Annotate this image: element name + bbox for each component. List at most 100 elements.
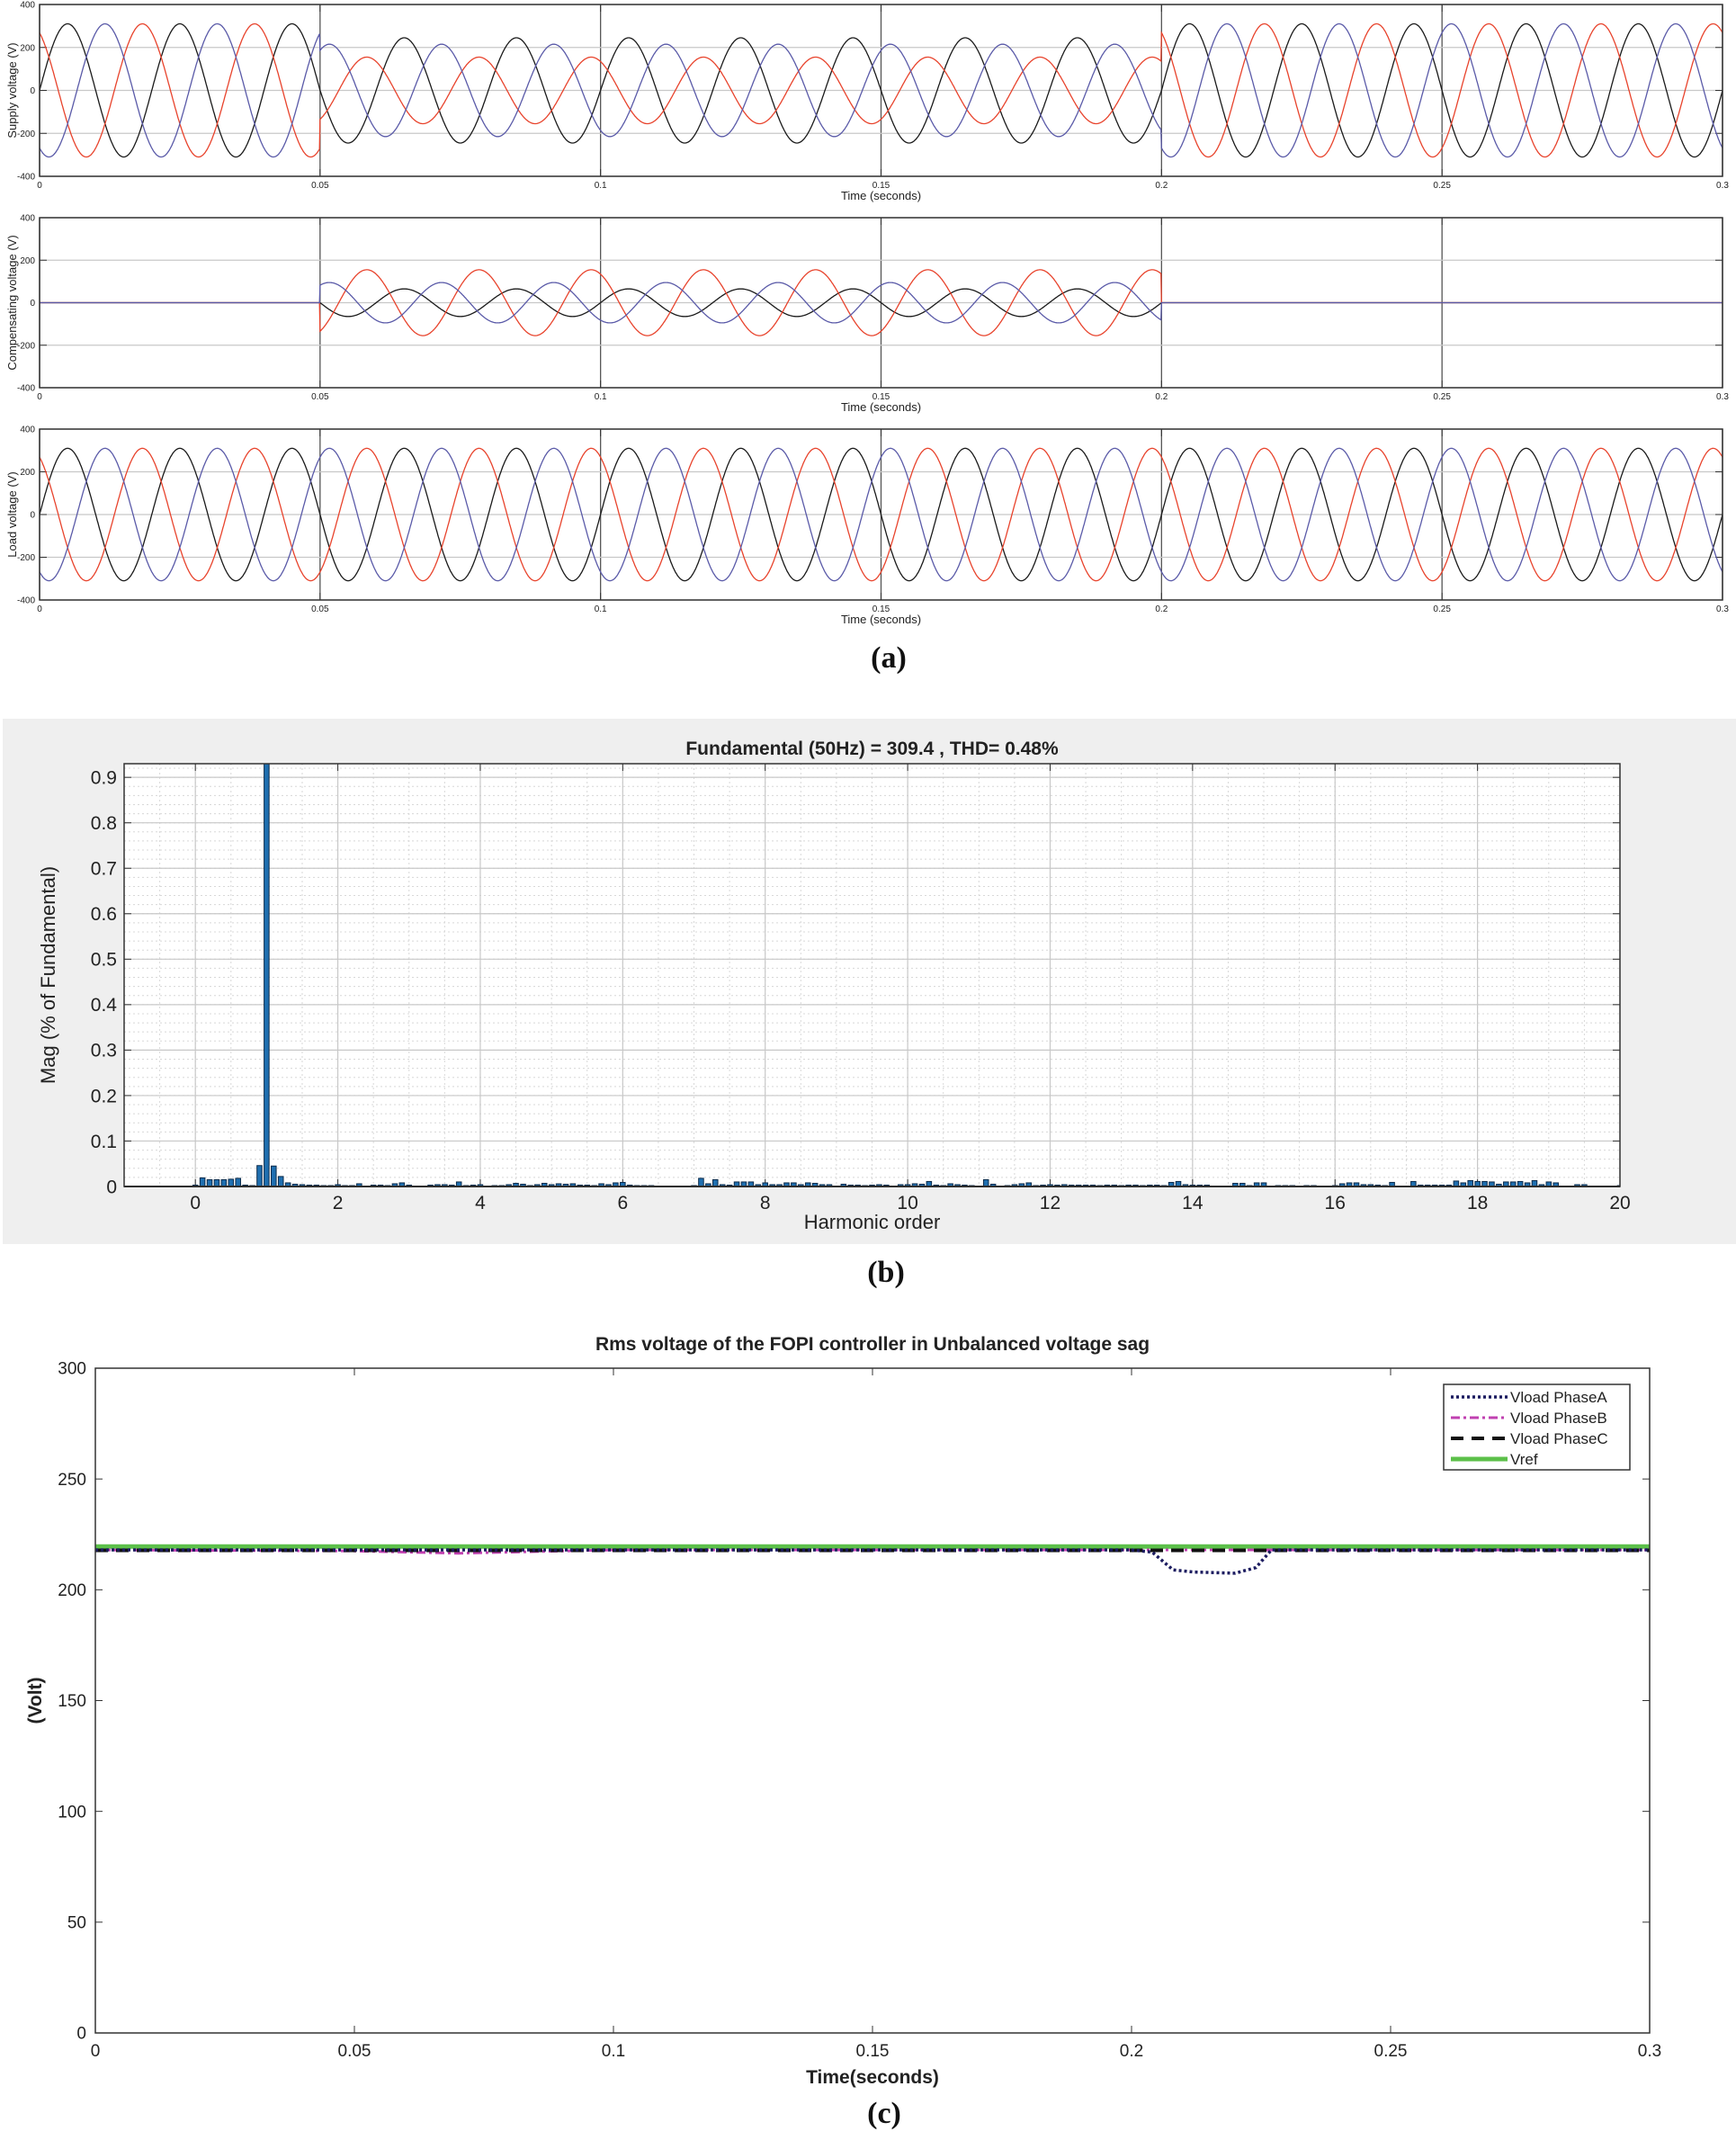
x-tick-label: 20	[1609, 1193, 1630, 1213]
x-tick-label: 0.05	[311, 392, 329, 402]
harmonic-bar	[926, 1180, 933, 1186]
x-tick-label: 0	[37, 181, 42, 191]
harmonic-bar	[455, 1181, 462, 1186]
x-tick-label: 0.05	[338, 2042, 371, 2061]
waveform-phase-2	[40, 447, 1723, 582]
harmonic-bar	[620, 1181, 626, 1186]
x-tick-label: 0	[91, 2042, 101, 2061]
x-tick-label: 0.1	[595, 604, 607, 614]
harmonic-bar	[804, 1182, 811, 1186]
series-vload-phasea	[95, 1548, 1650, 1575]
harmonic-bar	[434, 1184, 441, 1186]
plot-content	[40, 447, 1723, 582]
harmonic-bar	[762, 1182, 768, 1186]
y-tick-label: 0	[30, 86, 35, 96]
harmonic-bar	[206, 1178, 213, 1186]
harmonic-bar	[1389, 1181, 1395, 1186]
y-tick-label: -400	[17, 596, 35, 606]
x-tick-label: 0.1	[595, 392, 607, 402]
y-tick-label: 150	[58, 1692, 86, 1711]
harmonic-bar	[1517, 1180, 1524, 1186]
x-axis-label: Time (seconds)	[841, 189, 921, 202]
waveform-phase-3	[40, 447, 1723, 582]
supply-voltage-plot: 0 0.05 0.1 0.15 0.2 0.25 0.3 -400 -200 0 200 400 Tim…	[5, 1, 1729, 203]
harmonic-bar	[534, 1184, 541, 1186]
caption-a: (a)	[871, 641, 907, 675]
x-axis-label: Time(seconds)	[806, 2067, 939, 2088]
x-tick-label: 0.25	[1433, 392, 1451, 402]
caption-b: (b)	[867, 1256, 905, 1289]
harmonic-bar	[1503, 1181, 1509, 1186]
y-tick-label: -200	[17, 341, 35, 351]
harmonic-bar	[555, 1183, 562, 1186]
compensating-voltage-plot: 0 0.05 0.1 0.15 0.2 0.25 0.3 -400 -200 0 200 400 Tim…	[5, 214, 1729, 415]
y-tick-label: 0.7	[91, 859, 117, 880]
harmonic-bar	[598, 1183, 604, 1186]
harmonic-bar	[1581, 1184, 1588, 1186]
x-axis-label: Time (seconds)	[841, 400, 921, 414]
harmonic-bar	[747, 1181, 755, 1186]
load-voltage-plot: 0 0.05 0.1 0.15 0.2 0.25 0.3 -400 -200 0 200 400 Tim…	[5, 425, 1729, 627]
axes-frame	[94, 1367, 1651, 2034]
harmonic-bar	[769, 1184, 775, 1186]
harmonic-bar	[1524, 1182, 1531, 1186]
harmonic-bar	[213, 1178, 220, 1186]
y-tick-label: 50	[67, 1913, 86, 1932]
y-tick-label: 200	[20, 468, 35, 478]
harmonic-bar	[1018, 1183, 1025, 1186]
waveform-phase-3	[40, 22, 1723, 158]
chart-title: Fundamental (50Hz) = 309.4 , THD= 0.48%	[685, 739, 1059, 759]
axes-frame	[39, 217, 1723, 389]
plot-content	[40, 22, 1723, 158]
harmonic-bar	[235, 1177, 241, 1186]
harmonic-bar	[1338, 1183, 1346, 1186]
y-tick-label: 0.1	[91, 1132, 117, 1152]
harmonic-bar	[755, 1184, 762, 1186]
harmonic-bar	[1367, 1184, 1374, 1186]
y-tick-label: 200	[20, 256, 35, 266]
y-tick-label: 400	[20, 214, 35, 224]
x-tick-label: 0.1	[595, 181, 607, 191]
harmonic-bar	[911, 1183, 918, 1186]
x-tick-label: 4	[475, 1193, 486, 1213]
legend: Vload PhaseA Vload PhaseB Vload PhaseC Vref	[1443, 1383, 1631, 1471]
harmonic-bar	[698, 1177, 704, 1186]
x-tick-label: 16	[1325, 1193, 1346, 1213]
harmonic-bar	[1168, 1181, 1175, 1186]
x-tick-label: 0.3	[1638, 2042, 1661, 2061]
harmonic-bar	[477, 1184, 484, 1186]
harmonic-bar	[220, 1178, 228, 1186]
harmonic-bar	[1496, 1183, 1502, 1186]
harmonic-bar	[605, 1184, 612, 1186]
harmonic-bar	[1538, 1184, 1545, 1186]
y-tick-label: 200	[58, 1581, 86, 1600]
harmonic-bar	[712, 1178, 719, 1186]
harmonic-bar	[1175, 1180, 1182, 1186]
caption-c: (c)	[867, 2097, 901, 2130]
x-tick-label: 8	[760, 1193, 771, 1213]
x-tick-label: 0	[37, 604, 42, 614]
x-tick-label: 0.3	[1716, 604, 1729, 614]
harmonic-bar	[442, 1184, 448, 1186]
harmonic-bar	[811, 1182, 819, 1186]
y-tick-label: -200	[17, 553, 35, 563]
waveform-phase-2	[40, 22, 1723, 158]
plot-content	[40, 269, 1723, 336]
harmonic-bar	[256, 1165, 263, 1186]
x-axis-label: Harmonic order	[804, 1211, 941, 1233]
y-tick-label: 250	[58, 1471, 86, 1490]
y-tick-label: 0.9	[91, 768, 117, 789]
y-tick-label: 0.2	[91, 1086, 117, 1106]
y-axis-label: Compensating voltage (V)	[5, 235, 19, 370]
harmonic-bar	[264, 764, 270, 1186]
harmonic-bar	[1047, 1184, 1053, 1186]
harmonic-bar	[1346, 1182, 1353, 1186]
x-tick-label: 14	[1182, 1193, 1204, 1213]
axes-frame	[123, 763, 1621, 1187]
harmonic-bar	[613, 1182, 619, 1186]
harmonic-bar	[740, 1181, 747, 1186]
legend-box	[1443, 1383, 1631, 1471]
x-tick-label: 18	[1467, 1193, 1488, 1213]
harmonic-bar	[284, 1182, 291, 1186]
